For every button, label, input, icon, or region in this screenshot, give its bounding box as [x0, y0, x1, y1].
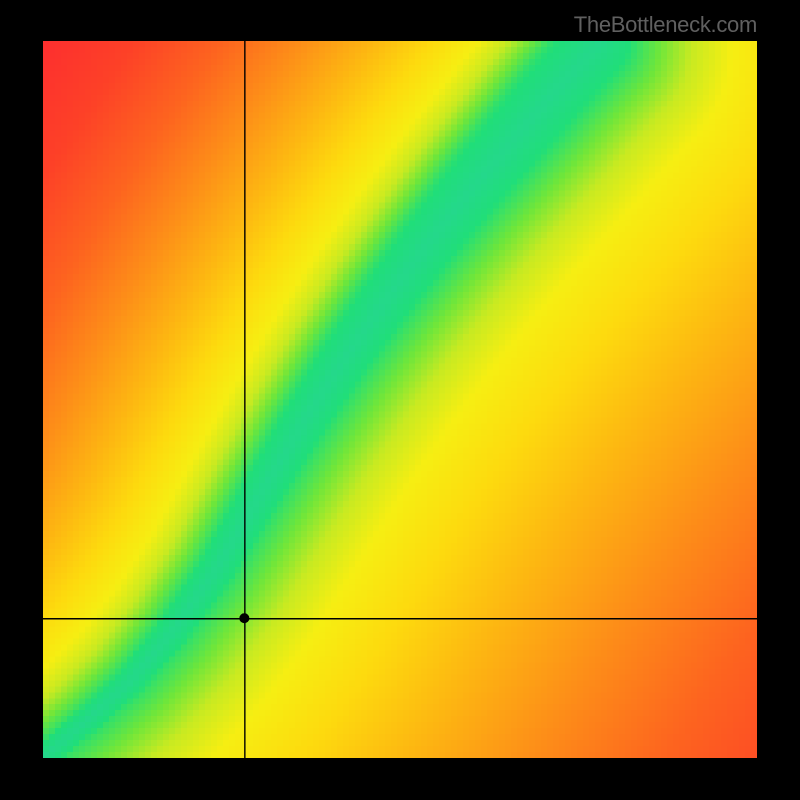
watermark-text: TheBottleneck.com [574, 12, 757, 38]
crosshair-overlay [43, 41, 757, 758]
